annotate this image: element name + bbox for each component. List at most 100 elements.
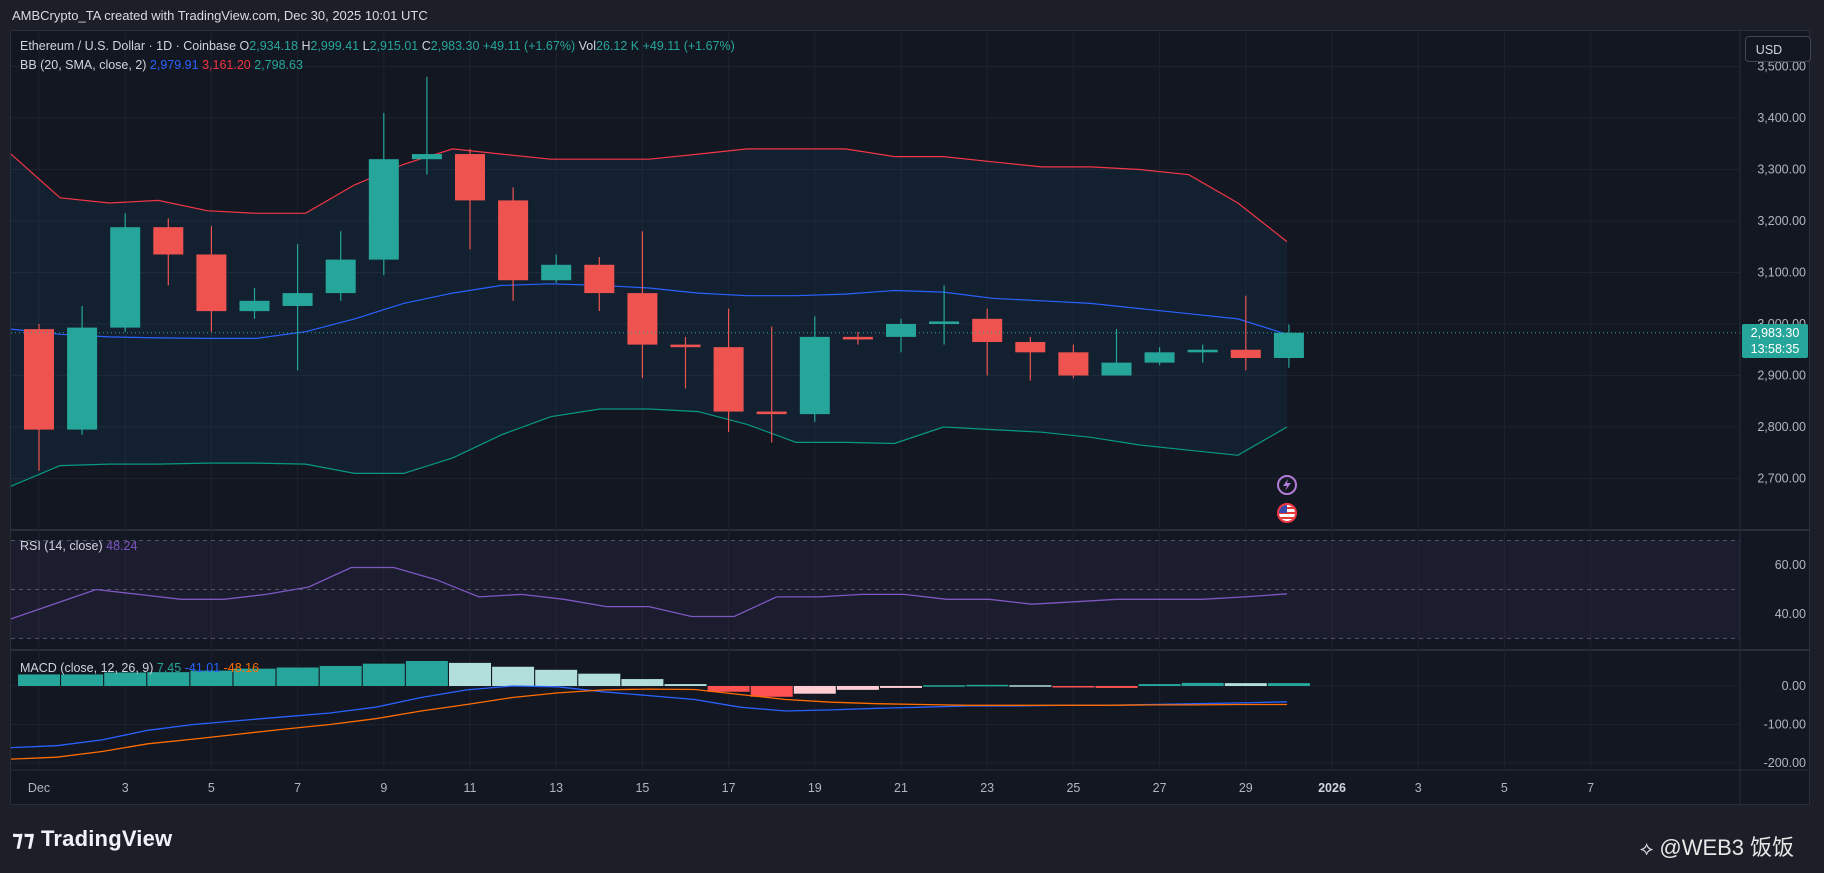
time-axis-label: 11 (464, 781, 477, 795)
macd-histogram-bar (1138, 684, 1181, 686)
price-axis-label: 3,400.00 (1757, 111, 1806, 125)
candle-body (1144, 352, 1175, 363)
tradingview-logo[interactable]: ⁊⁊ TradingView (12, 826, 173, 851)
macd-histogram-bar (880, 686, 922, 688)
tv-logo-icon: ⁊⁊ (12, 826, 35, 851)
time-axis-label: 3 (1415, 781, 1422, 795)
time-axis-label: 5 (1501, 781, 1508, 795)
candle-body (67, 327, 98, 430)
time-axis-label: 27 (1153, 781, 1167, 795)
currency-button[interactable]: USD (1745, 36, 1811, 62)
rsi-label: RSI (14, close) (20, 539, 103, 553)
candle-body (929, 321, 960, 324)
open-value: 2,934.18 (249, 39, 298, 53)
candle-body (153, 227, 184, 255)
bollinger-upper-line (10, 148, 1288, 243)
candle-body (627, 293, 658, 345)
candle-body (498, 200, 529, 281)
price-axis-label: 3,500.00 (1757, 60, 1806, 74)
bar-countdown: 13:58:35 (1750, 342, 1800, 356)
time-axis-label: 17 (722, 781, 736, 795)
macd-histogram-bar (1009, 685, 1052, 687)
rsi-axis-label: 40.00 (1775, 607, 1806, 621)
candle-body (1015, 342, 1046, 353)
candle-body (541, 264, 572, 281)
macd-histogram-bar (18, 674, 60, 686)
volume-value: 26.12 K (596, 39, 640, 53)
time-axis-label: 7 (1587, 781, 1594, 795)
candle-body (455, 154, 485, 201)
time-axis-label: 13 (549, 781, 563, 795)
macd-histogram-bar (621, 679, 664, 686)
watermark: ⟡ @WEB3 饭饭 (1640, 835, 1795, 860)
price-axis-label: 2,900.00 (1757, 369, 1806, 383)
time-axis-label: 7 (294, 781, 301, 795)
bollinger-legend[interactable]: BB (20, SMA, close, 2) 2,979.91 3,161.20… (20, 58, 303, 72)
candle-body (325, 259, 356, 294)
rsi-value: 48.24 (106, 539, 138, 553)
candle-body (110, 227, 141, 328)
macd-histogram-bar (836, 686, 879, 690)
footer (0, 805, 1824, 873)
price-axis-label: 3,100.00 (1757, 266, 1806, 280)
candle-body (24, 329, 54, 430)
macd-histogram-bar (362, 663, 405, 686)
time-axis-label: 15 (635, 781, 649, 795)
macd-legend[interactable]: MACD (close, 12, 26, 9) 7.45 -41.01 -48.… (20, 661, 259, 675)
macd-histogram-bar (923, 685, 966, 687)
macd-axis-label: 0.00 (1782, 679, 1806, 693)
bb-basis-value: 2,979.91 (149, 58, 199, 72)
us-flag-event-icon[interactable] (1277, 503, 1297, 523)
macd-histogram-bar (578, 673, 621, 686)
change-value: +49.11 (+1.67%) (482, 39, 576, 53)
macd-histogram-bar (535, 669, 578, 686)
chart-credit: AMBCrypto_TA created with TradingView.co… (12, 8, 428, 23)
macd-line-value: -41.01 (184, 661, 221, 675)
rsi-legend[interactable]: RSI (14, close) 48.24 (20, 539, 137, 553)
time-axis-label: 2026 (1318, 781, 1346, 795)
candle-body (1273, 332, 1304, 358)
bollinger-basis-line (10, 283, 1288, 339)
macd-histogram-bar (61, 674, 104, 686)
price-axis-label: 2,800.00 (1757, 420, 1806, 434)
time-axis-label: 9 (380, 781, 387, 795)
macd-histogram-bar (707, 686, 750, 692)
candle-body (842, 336, 873, 340)
macd-histogram-bar (492, 666, 535, 686)
macd-histogram-bar (190, 670, 233, 686)
time-axis-label: 19 (808, 781, 822, 795)
time-axis-label: 29 (1239, 781, 1253, 795)
time-axis-label: 25 (1066, 781, 1080, 795)
bb-lower-value: 2,798.63 (254, 58, 303, 72)
candle-body (1058, 352, 1089, 376)
time-axis-label: 23 (980, 781, 994, 795)
lightning-event-icon[interactable] (1277, 475, 1297, 495)
macd-label: MACD (close, 12, 26, 9) (20, 661, 154, 675)
macd-histogram-bar (319, 665, 362, 686)
volume-change: +49.11 (+1.67%) (642, 39, 735, 53)
bollinger-lower-line (10, 408, 1288, 487)
macd-axis-label: -100.00 (1764, 718, 1806, 732)
high-value: 2,999.41 (310, 39, 360, 53)
time-axis-label: 21 (894, 781, 908, 795)
candle-body (1101, 362, 1132, 376)
candle-body (239, 300, 270, 312)
candle-body (713, 347, 744, 412)
price-axis-label: 3,300.00 (1757, 163, 1806, 177)
symbol-name[interactable]: Ethereum / U.S. Dollar · 1D · Coinbase (20, 39, 237, 53)
candle-body (584, 264, 615, 294)
macd-histogram-bar (1224, 683, 1267, 686)
macd-signal-value: -48.16 (223, 661, 260, 675)
macd-histogram-bar (664, 684, 707, 686)
candle-body (411, 154, 442, 160)
header-bar: AMBCrypto_TA created with TradingView.co… (0, 0, 1824, 30)
last-price-tag: 2,983.30 13:58:35 (1742, 324, 1808, 358)
time-axis-label: 5 (208, 781, 215, 795)
rsi-axis-label: 60.00 (1775, 558, 1806, 572)
macd-hist-value: 7.45 (156, 661, 182, 675)
price-axis-label: 2,700.00 (1757, 472, 1806, 486)
candle-body (282, 293, 313, 306)
symbol-legend: Ethereum / U.S. Dollar · 1D · Coinbase O… (20, 39, 735, 53)
candle-body (799, 336, 830, 415)
